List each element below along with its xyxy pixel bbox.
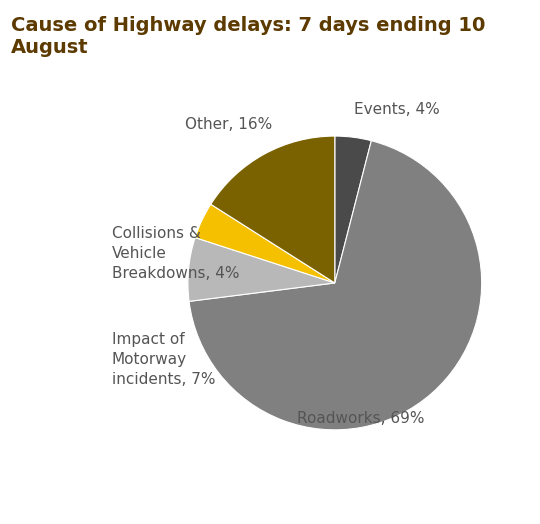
Wedge shape xyxy=(189,141,482,430)
Text: Roadworks, 69%: Roadworks, 69% xyxy=(298,411,425,425)
Text: Events, 4%: Events, 4% xyxy=(354,102,440,117)
Text: Cause of Highway delays: 7 days ending 10 August: Cause of Highway delays: 7 days ending 1… xyxy=(11,16,485,57)
Text: Other, 16%: Other, 16% xyxy=(185,117,273,132)
Wedge shape xyxy=(335,136,372,283)
Wedge shape xyxy=(188,237,335,301)
Wedge shape xyxy=(195,204,335,283)
Text: Collisions &
Vehicle
Breakdowns, 4%: Collisions & Vehicle Breakdowns, 4% xyxy=(112,226,239,281)
Text: Impact of
Motorway
incidents, 7%: Impact of Motorway incidents, 7% xyxy=(112,332,215,387)
Wedge shape xyxy=(211,136,335,283)
